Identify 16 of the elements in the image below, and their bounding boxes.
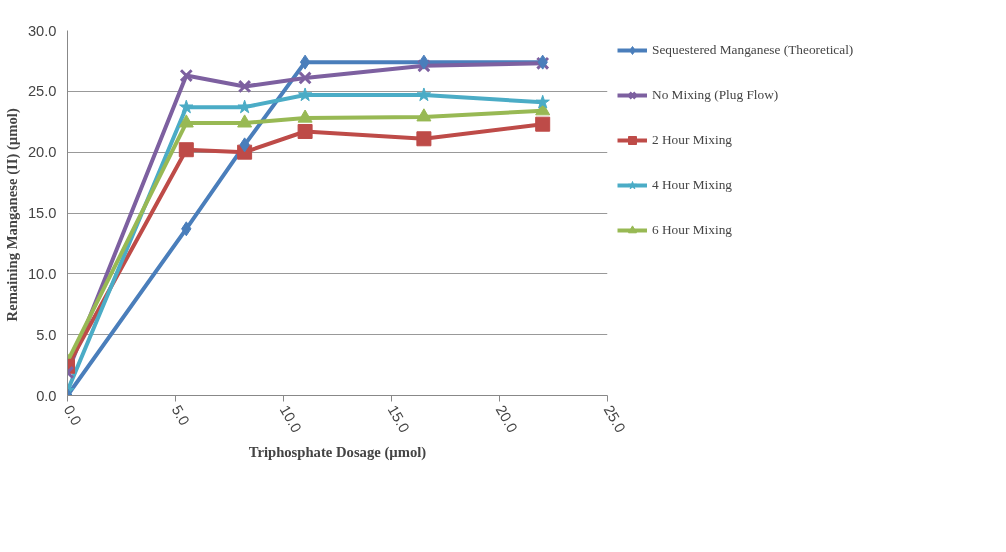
legend-label: No Mixing (Plug Flow) [652,87,779,103]
y-tick-label: 20.0 [27,144,57,161]
y-tick-label: 15.0 [27,205,57,221]
y-tick-label: 0.0 [36,387,57,404]
y-tick-label: 30.0 [27,22,57,39]
legend-label: 6 Hour Mixing [652,222,732,238]
legend-label: 4 Hour Mixing [652,177,732,193]
x-axis-title: Triphosphate Dosage (µmol) [248,444,427,462]
legend-label: 2 Hour Mixing [652,132,732,148]
y-tick-label: 5.0 [36,326,57,343]
y-tick-label: 25.0 [27,83,57,100]
x-tick-label: 0.0 [60,402,85,429]
x-tick-label: 5.0 [168,402,193,429]
y-axis-title: Remaining Manganese (II) (µmol) [3,108,21,322]
y-tick-label: 10.0 [27,265,57,282]
legend-label: Sequestered Manganese (Theoretical) [652,42,854,58]
